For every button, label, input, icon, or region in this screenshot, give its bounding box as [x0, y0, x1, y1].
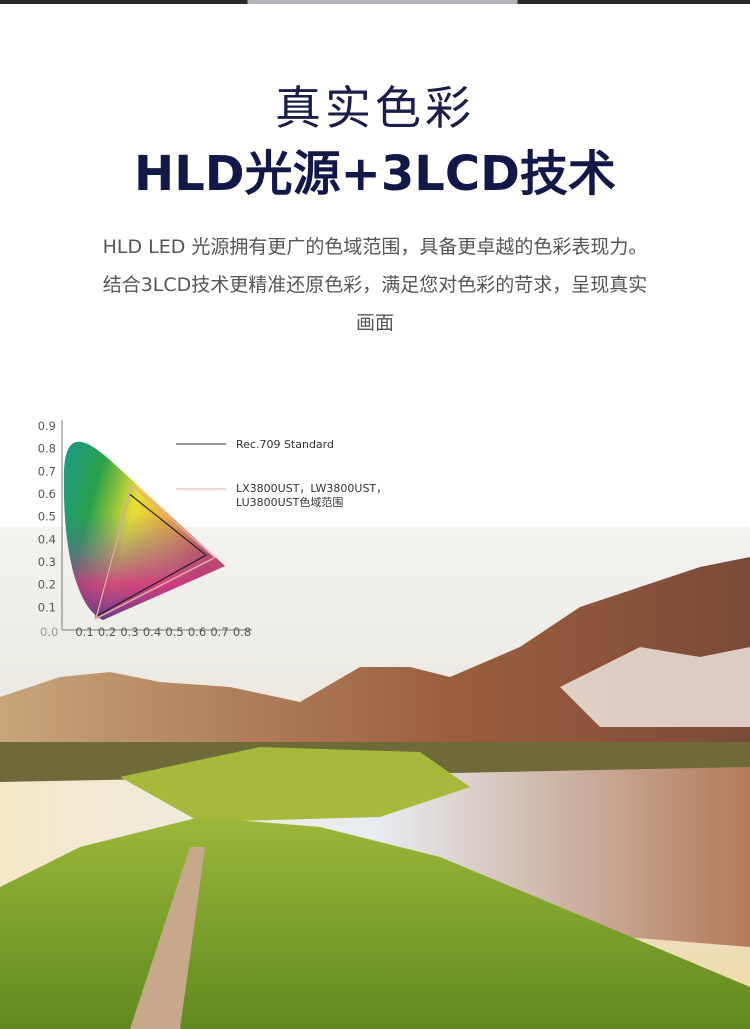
- y-tick-label: 0.1: [38, 600, 56, 614]
- x-tick-label: 0.6: [188, 625, 206, 639]
- x-tick-label: 0.1: [75, 625, 93, 639]
- x-tick-label: 0.2: [98, 625, 116, 639]
- legend-label-rec709: Rec.709 Standard: [236, 438, 334, 451]
- description-line: 画面: [355, 312, 394, 334]
- description-line: 结合3LCD技术更精准还原色彩，满足您对色彩的苛求，呈现真实: [102, 274, 648, 296]
- y-tick-label: 0.6: [38, 487, 56, 501]
- x-tick-label: 0.7: [210, 625, 228, 639]
- x-tick-label: 0.3: [120, 625, 138, 639]
- cie-diagram: 0.0 0.1 0.2 0.3 0.4 0.5 0.6 0.7 0.8 0.1 0.2 0.3 0.4 0…: [38, 419, 387, 639]
- y-tick-label: 0.4: [38, 532, 56, 546]
- description-line: HLD LED 光源拥有更广的色域范围，具备更卓越的色彩表现力。: [102, 236, 648, 258]
- y-tick-label: 0.8: [38, 442, 56, 456]
- landscape-image: [0, 527, 750, 1029]
- legend-label-product-line2: LU3800UST色域范围: [236, 495, 343, 509]
- title-line2: HLD光源+3LCD技术: [134, 146, 616, 202]
- description: HLD LED 光源拥有更广的色域范围，具备更卓越的色彩表现力。 结合3LCD技…: [40, 228, 710, 342]
- top-image-strip: [0, 0, 750, 4]
- legend-label-product: LX3800UST，LW3800UST，: [236, 482, 387, 495]
- product-gamut-triangle: [94, 483, 217, 621]
- x-tick-label: 0.4: [143, 625, 161, 639]
- y-tick-label: 0.3: [38, 555, 56, 569]
- color-gamut-chart: 0.0 0.1 0.2 0.3 0.4 0.5 0.6 0.7 0.8 0.1 0.2 0.3 0.4 0…: [0, 400, 420, 650]
- y-tick-label: 0.7: [38, 464, 56, 478]
- x-tick-label: 0.0: [40, 625, 58, 639]
- y-tick-label: 0.9: [38, 419, 56, 433]
- y-tick-label: 0.5: [38, 510, 56, 524]
- x-tick-label: 0.5: [165, 625, 183, 639]
- y-tick-label: 0.2: [38, 578, 56, 592]
- x-tick-label: 0.8: [233, 625, 251, 639]
- title-line1: 真实色彩: [275, 81, 475, 135]
